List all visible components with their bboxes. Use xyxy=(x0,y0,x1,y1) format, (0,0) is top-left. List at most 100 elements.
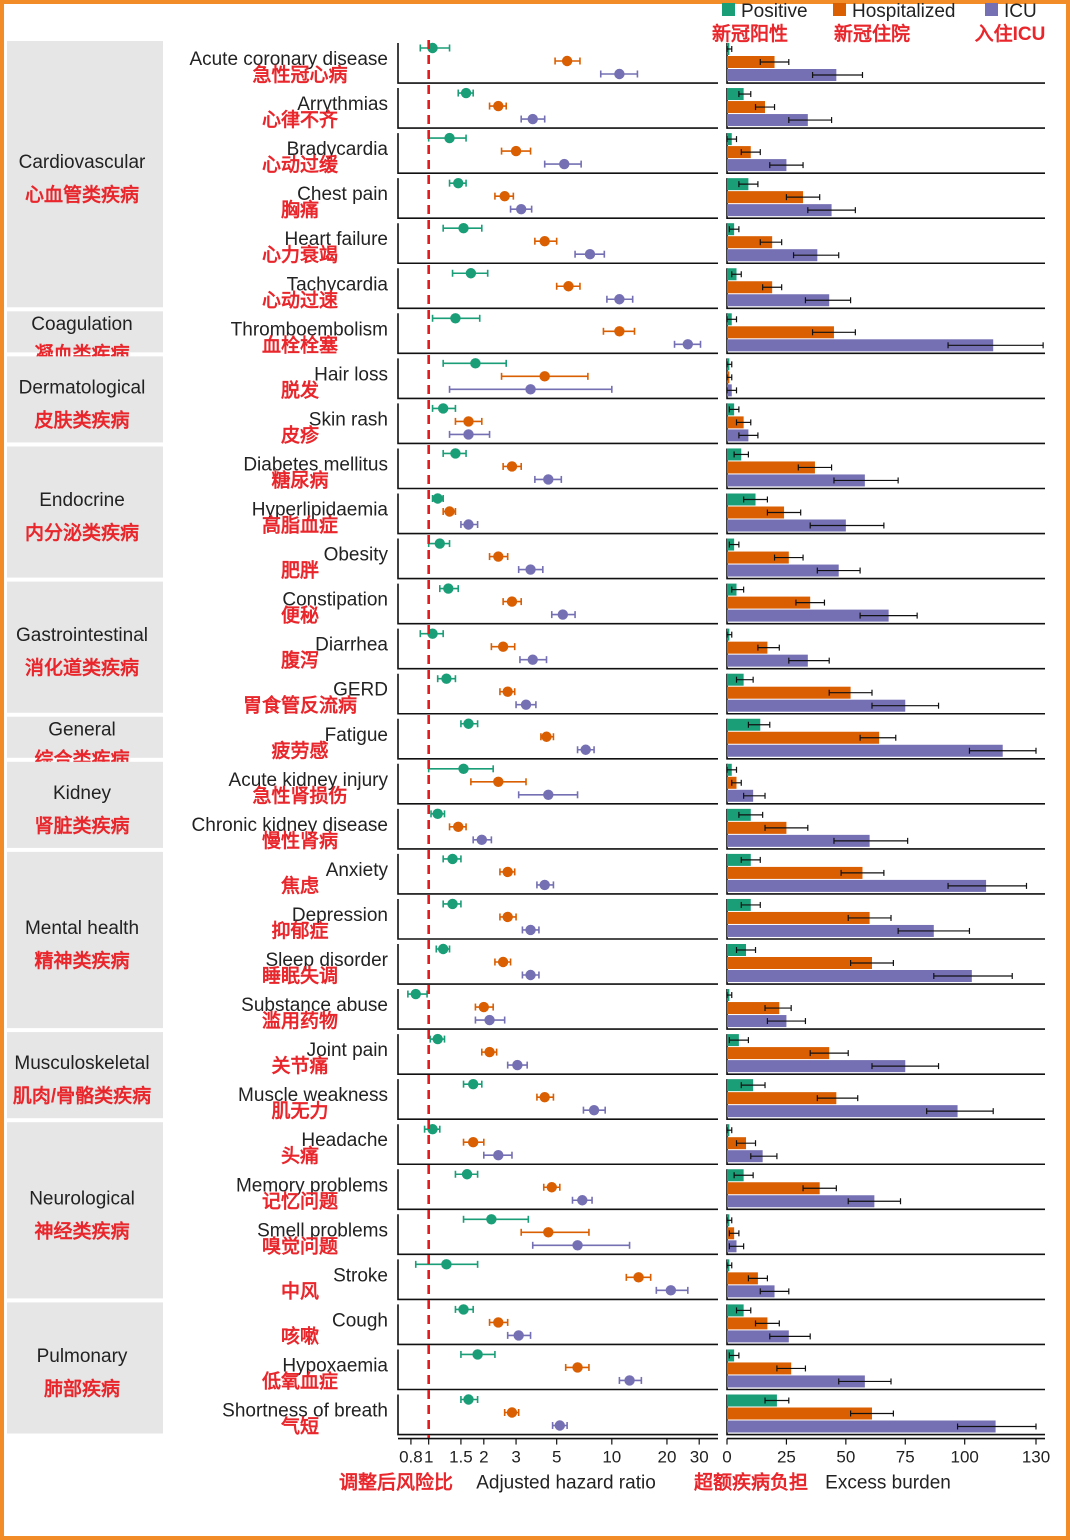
hr-point-icu xyxy=(624,1375,635,1386)
row-frame-left xyxy=(397,718,718,760)
hr-point-icu xyxy=(539,879,550,891)
burden-bar-icu xyxy=(727,429,749,442)
hr-point-icu xyxy=(614,294,625,305)
x-tick-label-left: 10 xyxy=(602,1448,621,1467)
category-panel xyxy=(7,41,163,308)
row-frame-left xyxy=(397,763,718,805)
outcome-label: Obesity xyxy=(324,545,389,566)
outcome-label-zh: 腹泻 xyxy=(280,649,319,672)
category-panel xyxy=(7,581,163,713)
hr-point-pos xyxy=(465,268,477,279)
hr-point-icu xyxy=(484,1014,495,1026)
hr-point-icu xyxy=(527,654,538,665)
hr-point-hosp xyxy=(561,55,573,67)
outcome-label-zh: 中风 xyxy=(281,1279,319,1302)
row-frame-left xyxy=(397,178,718,219)
burden-bar-hosp xyxy=(727,281,773,294)
x-tick-label-left: 2 xyxy=(479,1448,488,1467)
hr-point-hosp xyxy=(563,281,574,292)
row-frame-left xyxy=(397,628,718,670)
hr-point-icu xyxy=(512,1059,523,1071)
hr-point-icu xyxy=(476,834,487,846)
burden-bar-hosp xyxy=(727,957,872,969)
hr-point-pos xyxy=(437,943,449,955)
hr-point-hosp xyxy=(499,190,510,202)
hr-point-hosp xyxy=(506,1407,518,1418)
x-tick-label-right: 75 xyxy=(896,1448,915,1467)
hr-point-hosp xyxy=(633,1272,644,1283)
category-name-zh: 心血管类疾病 xyxy=(25,183,139,206)
burden-bar-icu xyxy=(727,654,808,667)
row-frame-right xyxy=(726,358,1045,400)
burden-bar-hosp xyxy=(727,56,775,68)
hr-point-icu xyxy=(525,384,536,395)
outcome-label: Constipation xyxy=(282,590,388,611)
outcome-label: GERD xyxy=(333,680,388,701)
hr-point-hosp xyxy=(467,1137,479,1148)
hr-point-hosp xyxy=(493,776,504,787)
hr-point-icu xyxy=(543,474,554,485)
hr-point-icu xyxy=(493,1150,504,1161)
hr-point-pos xyxy=(450,448,461,459)
hr-point-pos xyxy=(463,1394,474,1405)
hr-point-icu xyxy=(580,744,591,755)
hr-point-pos xyxy=(443,583,454,594)
x-tick-label-right: 100 xyxy=(951,1448,979,1467)
hr-point-pos xyxy=(432,1033,443,1045)
category-name: Cardiovascular xyxy=(19,152,146,173)
outcome-label-zh: 皮疹 xyxy=(281,423,320,446)
hr-point-icu xyxy=(559,158,570,170)
row-frame-left xyxy=(397,853,718,895)
hr-point-hosp xyxy=(543,1227,554,1238)
legend-label-zh-pos: 新冠阳性 xyxy=(712,22,788,45)
outcome-label-zh: 血栓栓塞 xyxy=(262,333,339,356)
outcome-label: Tachycardia xyxy=(287,274,389,295)
hr-point-hosp xyxy=(463,416,474,427)
outcome-label-zh: 急性冠心病 xyxy=(252,63,347,86)
burden-bar-hosp xyxy=(727,731,880,744)
hr-point-hosp xyxy=(453,821,464,833)
hr-point-hosp xyxy=(493,1317,504,1328)
outcome-label: Chest pain xyxy=(297,184,388,205)
row-frame-left xyxy=(397,1394,718,1436)
hr-point-icu xyxy=(665,1285,677,1296)
hr-point-pos xyxy=(463,718,474,729)
outcome-label: Muscle weakness xyxy=(238,1085,388,1106)
hr-point-hosp xyxy=(541,731,552,742)
hr-point-hosp xyxy=(502,866,513,878)
burden-bar-pos xyxy=(727,718,761,731)
row-frame-left xyxy=(397,1304,718,1346)
legend-swatch-icu xyxy=(985,3,998,16)
hr-point-hosp xyxy=(506,596,518,607)
outcome-label-zh: 焦虑 xyxy=(280,874,319,897)
hr-point-icu xyxy=(525,564,536,575)
outcome-label: Stroke xyxy=(333,1265,388,1286)
row-frame-right xyxy=(726,403,1045,445)
burden-bar-hosp xyxy=(727,1182,820,1195)
burden-bar-icu xyxy=(727,1285,775,1298)
outcome-label-zh: 急性肾损伤 xyxy=(252,784,347,807)
burden-bar-icu xyxy=(727,114,808,127)
outcome-label: Diarrhea xyxy=(315,635,388,656)
burden-bar-pos xyxy=(727,1304,744,1317)
outcome-label-zh: 便秘 xyxy=(281,604,319,627)
hr-point-pos xyxy=(447,853,458,865)
hr-point-icu xyxy=(572,1240,583,1251)
outcome-label-zh: 滥用药物 xyxy=(262,1009,338,1032)
row-frame-left xyxy=(397,88,718,129)
row-frame-left xyxy=(397,583,718,625)
hr-point-icu xyxy=(614,68,625,80)
hr-point-pos xyxy=(486,1214,497,1225)
outcome-label-zh: 慢性肾病 xyxy=(262,829,338,852)
hazard-ratio-panel xyxy=(397,40,718,1439)
hr-point-hosp xyxy=(539,371,550,382)
burden-bar-icu xyxy=(727,924,934,937)
hr-point-hosp xyxy=(478,1001,490,1013)
burden-bar-hosp xyxy=(727,911,870,924)
burden-bar-icu xyxy=(727,69,837,81)
hr-point-icu xyxy=(515,203,527,215)
row-frame-right xyxy=(726,1124,1045,1166)
burden-bar-icu xyxy=(727,789,754,802)
category-name: Pulmonary xyxy=(37,1346,128,1367)
row-frame-right xyxy=(726,1259,1045,1301)
